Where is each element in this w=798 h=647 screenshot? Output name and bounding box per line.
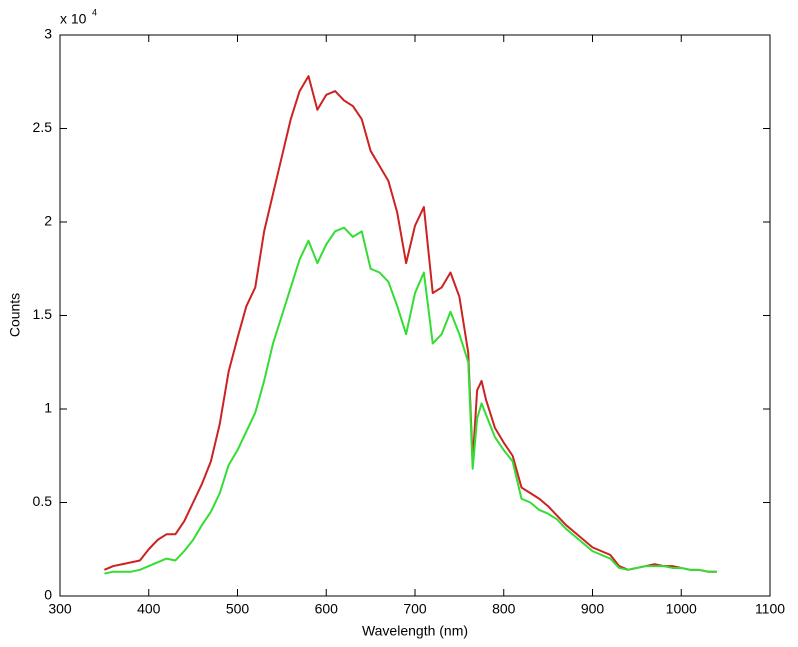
x-tick-label: 500 — [226, 601, 250, 617]
y-tick-label: 0 — [44, 587, 52, 603]
y-axis-label: Counts — [7, 293, 23, 337]
x-tick-label: 600 — [315, 601, 339, 617]
x-tick-label: 900 — [581, 601, 605, 617]
x-tick-label: 300 — [48, 601, 72, 617]
x-axis-label: Wavelength (nm) — [362, 623, 468, 639]
y-multiplier: x 10 — [60, 11, 87, 27]
y-tick-label: 3 — [44, 26, 52, 42]
x-tick-label: 1000 — [666, 601, 697, 617]
y-tick-label: 2 — [44, 213, 52, 229]
y-tick-label: 1.5 — [33, 306, 53, 322]
x-tick-label: 400 — [137, 601, 161, 617]
plot-frame — [59, 34, 771, 597]
y-tick-label: 0.5 — [33, 493, 53, 509]
data-line — [104, 226, 717, 575]
x-tick-label: 800 — [492, 601, 516, 617]
y-tick-label: 2.5 — [33, 119, 53, 135]
x-tick-label: 1100 — [755, 601, 785, 617]
data-line — [103, 75, 717, 573]
y-multiplier-exponent: 4 — [92, 7, 97, 17]
y-tick-label: 1 — [44, 400, 52, 416]
x-tick-label: 700 — [403, 601, 427, 617]
